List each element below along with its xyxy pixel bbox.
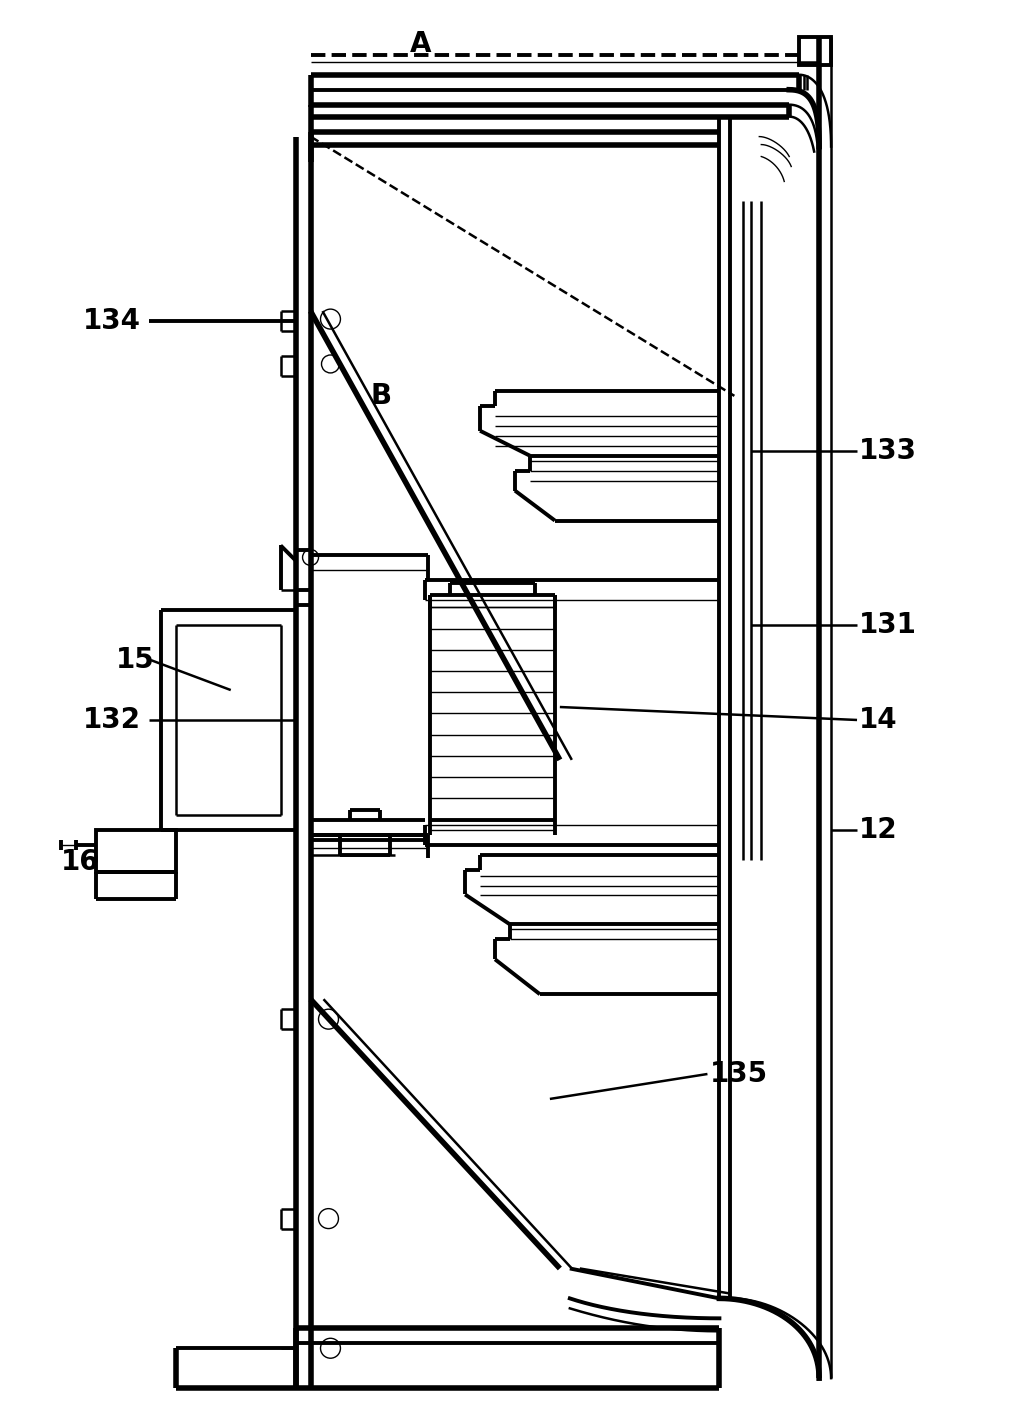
Bar: [799, 37, 831, 65]
Text: 14: 14: [859, 706, 898, 734]
Text: A: A: [409, 30, 431, 58]
Text: 134: 134: [83, 307, 142, 334]
Text: 16: 16: [62, 848, 100, 875]
Text: 133: 133: [859, 437, 917, 465]
Text: 15: 15: [116, 646, 155, 675]
Bar: [96, 830, 176, 871]
Text: B: B: [370, 381, 391, 410]
Text: 131: 131: [859, 612, 917, 639]
Text: 12: 12: [859, 815, 898, 844]
Text: 135: 135: [710, 1060, 767, 1089]
Text: 132: 132: [83, 706, 142, 734]
